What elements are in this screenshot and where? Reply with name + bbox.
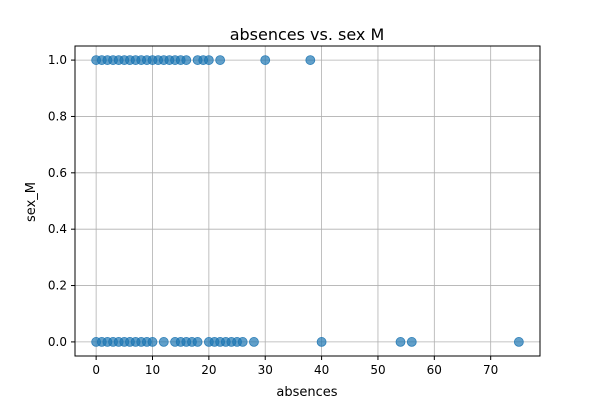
x-tick-label: 50 xyxy=(370,363,385,377)
axis-ticks: 0 10 20 30 40 50 60 70 0.0 0.2 0.4 0.6 0.8 1.0 xyxy=(48,53,498,377)
plot-area-frame xyxy=(74,45,541,357)
x-tick-label: 0 xyxy=(92,363,100,377)
y-tick-label: 0.6 xyxy=(48,166,67,180)
scatter-point xyxy=(260,55,271,65)
y-tick-label: 0.2 xyxy=(48,279,67,293)
x-axis-label: absences xyxy=(276,385,337,400)
x-tick-label: 60 xyxy=(427,363,442,377)
scatter-point xyxy=(406,337,417,347)
scatter-point xyxy=(316,337,327,347)
scatter-point xyxy=(215,55,226,65)
x-tick-label: 10 xyxy=(145,363,160,377)
scatter-point xyxy=(249,337,259,347)
y-axis-label: sex_M xyxy=(24,182,39,222)
scatter-point xyxy=(192,337,203,347)
scatter-point xyxy=(181,55,192,65)
scatter-point xyxy=(203,55,214,65)
scatter-point xyxy=(237,337,248,347)
y-tick-label: 0.8 xyxy=(48,109,67,123)
x-tick-label: 20 xyxy=(201,363,216,377)
x-tick-label: 70 xyxy=(483,363,498,377)
y-tick-label: 0.0 xyxy=(48,335,67,349)
scatter-point xyxy=(158,337,169,347)
data-points xyxy=(91,55,524,347)
x-tick-label: 30 xyxy=(258,363,273,377)
x-tick-label: 40 xyxy=(314,363,329,377)
scatter-point xyxy=(305,55,316,65)
scatter-point xyxy=(147,337,158,347)
scatter-point xyxy=(395,337,406,347)
y-tick-label: 1.0 xyxy=(48,53,67,67)
scatter-point xyxy=(513,337,524,347)
y-tick-label: 0.4 xyxy=(48,222,67,236)
chart-title: absences vs. sex M xyxy=(230,25,385,44)
